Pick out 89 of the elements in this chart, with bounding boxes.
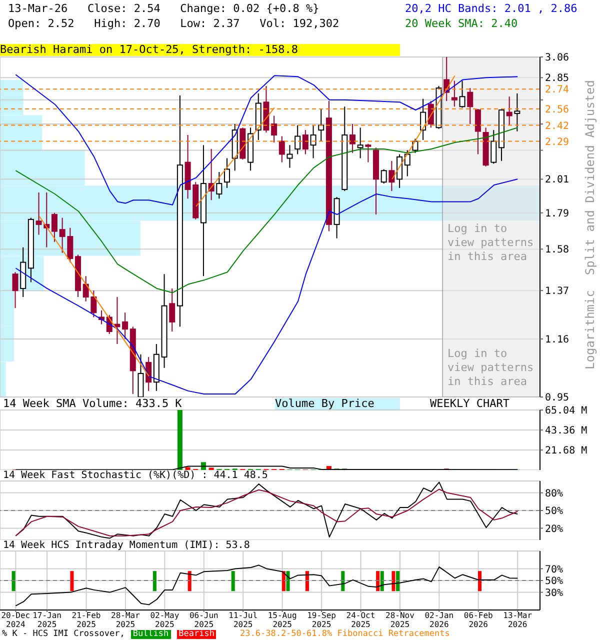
x-tick-label: 13-Mar 2026 xyxy=(503,611,532,629)
text: Bullish xyxy=(130,629,171,639)
ref-line-label: 2.29 xyxy=(545,136,570,148)
candlestick xyxy=(404,150,410,177)
y-tick-label: 30% xyxy=(545,588,564,599)
text: Log in to view patterns in this area xyxy=(448,347,534,388)
x-tick-label: 21-Feb 2025 xyxy=(72,611,101,629)
candlestick xyxy=(514,92,520,132)
ref-line-label: 2.42 xyxy=(545,120,570,132)
y-tick-label: 1.58 xyxy=(545,244,570,256)
candlestick xyxy=(388,160,395,192)
candlestick xyxy=(365,143,372,163)
y-tick-label: 1.79 xyxy=(545,208,570,220)
ref-line-label: 2.56 xyxy=(545,104,570,116)
legend-title: % K - HCS IMI Crossover, xyxy=(2,629,125,639)
text: Split and Dividend Adjusted xyxy=(583,80,597,276)
x-tick-label: 28-Mar 2025 xyxy=(111,611,140,629)
x-tick-label: 15-Aug 2025 xyxy=(268,611,297,629)
text: Logarithmic xyxy=(583,290,597,370)
y-tick-label: 2.85 xyxy=(545,73,570,84)
x-tick-label: 17-Jan 2025 xyxy=(32,611,62,629)
y-tick-label: 43.36 M xyxy=(545,426,588,437)
chart-subtitle: Open: 2.52 High: 2.70 Low: 2.37 Vol: 192,302 xyxy=(8,17,340,30)
text: Bearish xyxy=(176,629,216,639)
line-series xyxy=(15,74,518,206)
x-tick-label: 20-Dec 2024 xyxy=(1,611,30,629)
candlestick xyxy=(310,124,316,159)
x-tick-label: 24-Oct 2025 xyxy=(346,611,376,629)
chart-title: 14 Week SMA Volume: 433.5 K xyxy=(3,397,182,410)
x-tick-label: 06-Jun 2025 xyxy=(189,611,219,629)
y-tick-label: 50% xyxy=(545,506,564,518)
y-tick-label: 21.68 M xyxy=(545,446,588,457)
text: 23.6-38.2-50-61.8% Fibonacci Retracements xyxy=(240,629,450,639)
x-tick-label: 11-Jul 2025 xyxy=(228,611,258,629)
candlestick xyxy=(349,124,356,154)
candlestick xyxy=(318,108,324,142)
line-series xyxy=(15,488,518,536)
band-label: Log in to view patterns in this area xyxy=(448,222,534,263)
candlestick xyxy=(474,108,481,155)
candlestick xyxy=(169,288,176,332)
y-tick-label: 1.37 xyxy=(545,286,570,298)
x-tick-label: 02-May 2025 xyxy=(150,611,180,629)
y-tick-label: 70% xyxy=(545,564,564,576)
candlestick xyxy=(286,144,293,168)
candlestick xyxy=(459,80,466,108)
x-tick-label: 28-Nov 2025 xyxy=(386,611,415,629)
candlestick xyxy=(138,354,144,397)
candlestick xyxy=(467,88,474,125)
ref-line-label: 2.74 xyxy=(545,84,570,96)
candlestick xyxy=(51,212,58,242)
text: 20 Week SMA: 2.40 xyxy=(405,17,518,30)
bar xyxy=(185,467,190,470)
chart-title: 13-Mar-26 Close: 2.54 Change: 0.02 {+0.8 %} xyxy=(8,2,320,15)
candlestick xyxy=(278,136,285,163)
y-tick-label: 1.16 xyxy=(545,334,570,346)
candlestick xyxy=(380,168,387,184)
chart-title: 14 Week HCS Intraday Momentum (IMI): 53.8 xyxy=(3,540,250,551)
candlestick xyxy=(506,96,512,126)
annotation: WEEKLY CHART xyxy=(430,397,510,410)
y-tick-label: 50% xyxy=(545,576,564,588)
text: 20,2 HC Bands: 2.01 , 2.86 xyxy=(405,2,578,15)
candlestick xyxy=(146,356,152,392)
x-tick-label: 06-Feb 2026 xyxy=(464,611,494,629)
candlestick xyxy=(12,272,18,309)
candlestick xyxy=(224,158,230,188)
y-tick-label: 0.95 xyxy=(545,392,570,404)
candlestick xyxy=(122,312,128,340)
text: Bearish Harami on 17-Oct-25, Strength: -158.8 xyxy=(0,43,400,56)
candlestick xyxy=(294,124,301,155)
y-tick-label: 2.01 xyxy=(545,174,570,186)
candlestick xyxy=(216,172,222,200)
y-tick-label: 3.06 xyxy=(545,52,570,64)
candlestick xyxy=(490,130,497,164)
candlestick xyxy=(420,98,426,140)
chart-title: 14 Week Fast Stochastic (%K)(%D) : 44.1 48.5 xyxy=(3,470,268,481)
y-tick-label: 20% xyxy=(545,524,564,535)
y-tick-label: 65.04 M xyxy=(545,406,588,417)
candlestick xyxy=(271,115,278,144)
candlestick xyxy=(357,127,364,159)
text: Volume By Price xyxy=(275,397,400,410)
y-tick-label: 80% xyxy=(545,488,564,500)
candlestick xyxy=(396,154,403,188)
x-tick-label: 02-Jan 2026 xyxy=(424,611,454,629)
candlestick xyxy=(302,130,308,155)
bar xyxy=(177,410,182,470)
line-series xyxy=(15,482,518,539)
line-series xyxy=(15,564,518,606)
x-tick-label: 19-Sep 2025 xyxy=(307,611,336,629)
candlestick xyxy=(451,80,458,108)
